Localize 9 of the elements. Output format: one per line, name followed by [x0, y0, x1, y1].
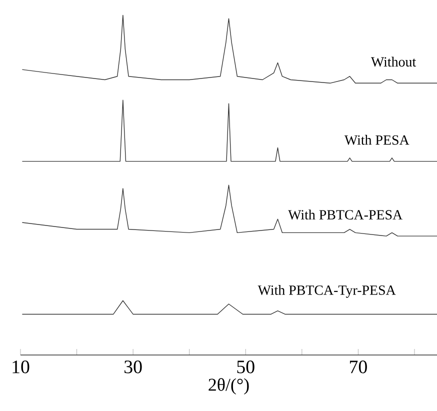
- x-tick-label: 30: [124, 360, 142, 374]
- x-tick-label: 10: [12, 360, 30, 374]
- series-label: Without: [370, 56, 416, 67]
- x-tick-label: 70: [350, 360, 367, 374]
- series-label: With PBTCA-Tyr-PESA: [258, 285, 396, 298]
- x-axis-title: 2θ/(°): [208, 378, 249, 394]
- x-tick-label: 50: [237, 360, 254, 374]
- series-label: With PESA: [344, 134, 410, 145]
- series-label: With PBTCA-PESA: [288, 210, 402, 220]
